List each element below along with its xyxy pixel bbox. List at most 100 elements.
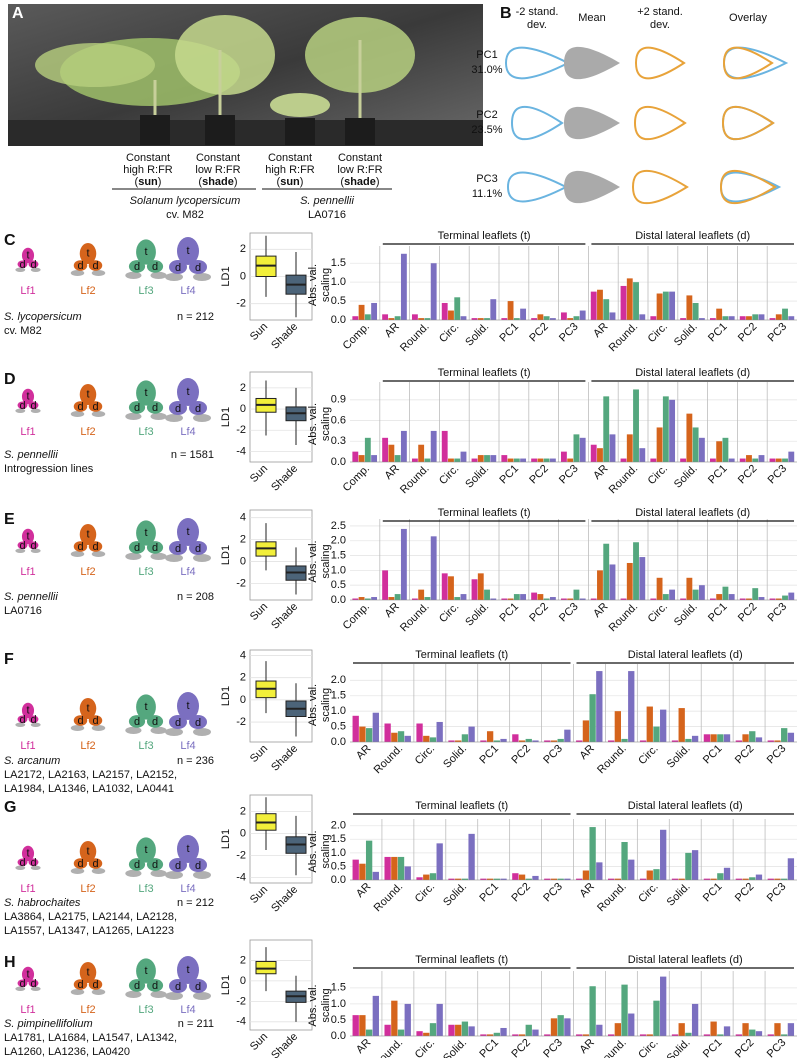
bar [493,878,500,880]
leaf-mark: d [92,979,98,991]
bar [480,1034,487,1036]
y-tick-label: -2 [236,577,246,589]
panel-label: F [4,651,14,668]
bar [560,312,567,320]
bar [507,458,514,462]
leaf-terminal [177,956,199,984]
x-tick-label: Circ. [636,881,660,905]
leaf-mark: t [86,845,89,857]
y-tick-label: 0.0 [331,736,346,748]
bar [448,878,455,880]
bar [709,458,716,462]
y-tick-label: -2 [236,424,246,436]
leaf-distal [146,260,164,273]
x-tick-label: PC1 [706,601,730,625]
bar [404,735,411,742]
bar [767,878,774,880]
leaf-distal [128,260,146,273]
leaf-distal [88,541,103,552]
leaf-label: Lf3 [138,1004,153,1016]
leaf-mark: d [19,540,25,552]
leaf-mark: t [26,249,29,261]
bar [769,318,776,320]
y-axis-label: scaling [320,407,332,441]
bar [787,1023,795,1036]
plot-area [350,246,797,320]
bar [400,430,407,462]
x-tick-label: Round. [607,321,641,355]
bar [781,878,788,880]
details: LA1984, LA1346, LA1032, LA0441 [4,783,174,795]
bar [603,299,610,320]
bar [544,878,551,880]
bar [525,1024,532,1036]
y-tick-label: 0.0 [331,456,346,468]
bar [749,877,756,880]
species-name: Solanum lycopersicum [130,195,241,207]
bar [424,458,431,462]
bar [653,726,660,742]
leaf-distal [17,541,28,550]
leaf-mark: t [186,386,189,398]
x-tick-label: PC2 [733,881,757,905]
bar [564,729,571,742]
leaf-mark: d [175,403,181,415]
bar [582,1034,590,1036]
leaf-mark: d [175,262,181,274]
bar [703,878,711,880]
bar [650,458,657,462]
bar [416,723,423,742]
x-tick-label: PC2 [527,601,551,625]
bar [477,455,484,462]
bar [639,878,647,880]
leaf-mean [564,46,620,80]
light-part: sun [280,176,300,188]
leaf-mark: d [134,542,140,554]
x-tick-label: Shade [269,884,300,915]
leaf-mark: d [134,261,140,273]
leaf-label: Lf1 [20,740,35,752]
x-tick-label: Solid. [665,881,693,909]
x-tick-label: Round. [372,1037,406,1058]
leaf-other [193,728,211,736]
light-part: ) [234,176,238,188]
leaf-other [91,868,106,874]
bar [626,434,633,462]
x-tick-label: PC2 [509,881,533,905]
x-tick-label: PC3 [557,601,581,625]
leaf-label: Lf4 [180,883,195,895]
x-tick-label: Shade [269,601,300,632]
x-tick-label: PC1 [497,463,521,487]
bar [660,976,667,1036]
x-tick-label: AR [354,881,373,900]
leaf-mark: d [195,262,201,274]
leaf-mark: t [186,964,189,976]
bar [429,737,437,742]
x-tick-label: PC2 [509,743,533,767]
leaf-mark: d [30,540,36,552]
leaf-distal [128,541,146,554]
leaf-mark: d [134,859,140,871]
leaf-mark: t [144,246,147,258]
column-header: Mean [578,12,606,24]
bar [703,1034,711,1036]
bar [461,878,469,880]
bar [537,314,544,320]
bar [382,570,389,600]
bar [650,598,657,600]
x-tick-label: Circ. [437,321,461,345]
bar [609,434,616,462]
x-tick-label: PC2 [736,601,760,625]
bar [691,735,699,742]
leaf-mark: d [152,542,158,554]
leaf-mark: t [144,527,147,539]
bar [480,878,487,880]
y-tick-label: -4 [236,445,246,457]
bar [609,312,616,320]
x-tick-label: Round. [607,601,641,635]
x-tick-label: Circ. [413,881,437,905]
leaf-mark: d [152,261,158,273]
bar [717,734,724,742]
leaf-other [165,414,183,422]
bar [628,671,635,742]
